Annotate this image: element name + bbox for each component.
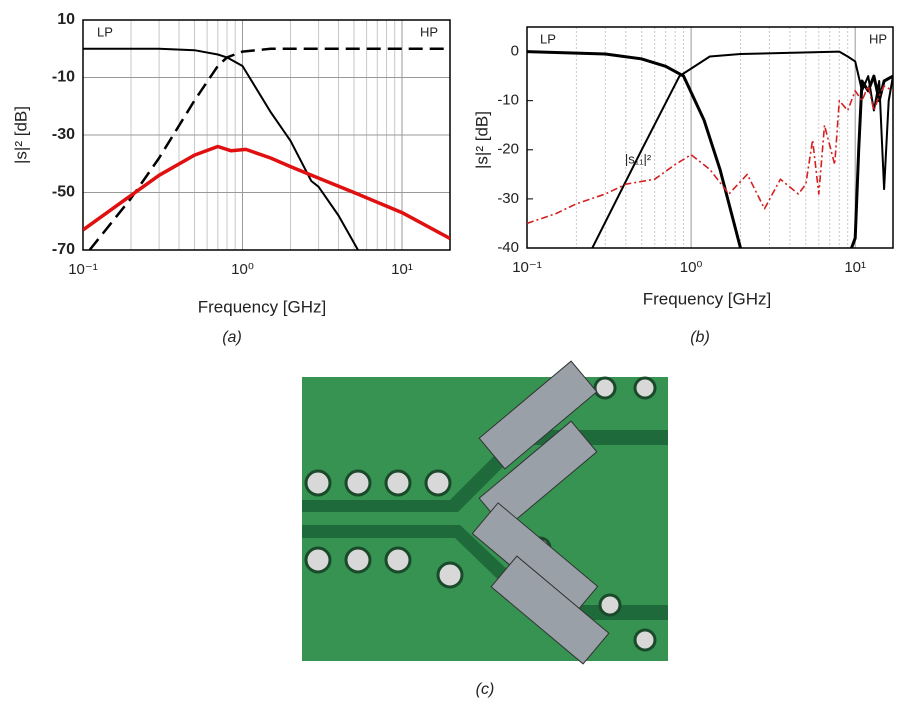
band-label: HP: [420, 24, 438, 39]
x-tick-label: 10⁻¹: [68, 261, 98, 278]
x-tick-label: 10⁰: [231, 261, 254, 278]
caption: (a): [222, 329, 242, 346]
y-tick-label: 10: [57, 11, 75, 28]
pcb-photo: [302, 360, 668, 665]
series-line: [88, 47, 450, 250]
band-label: HP: [869, 31, 887, 46]
y-tick-label: -20: [497, 141, 519, 158]
y-tick-label: -30: [52, 126, 75, 143]
x-tick-label: 10⁰: [680, 259, 703, 276]
y-tick-label: -10: [497, 92, 519, 109]
x-tick-label: 10¹: [391, 261, 413, 278]
x-tick-label: 10¹: [844, 259, 866, 276]
plot-frame: [82, 19, 451, 251]
series-line: [591, 50, 893, 248]
y-tick-label: -50: [52, 184, 75, 201]
x-tick-label: 10⁻¹: [512, 259, 542, 276]
series-line: [83, 144, 450, 241]
chart: 10⁻¹ 10⁰ 10¹ -70 -50 -30 -10 10 LP HP Frequency [G…: [11, 11, 451, 346]
band-label: LP: [540, 31, 556, 46]
y-tick-label: -30: [497, 190, 519, 207]
photo-caption: (c): [476, 681, 495, 698]
y-axis-label: |s|² [dB]: [11, 106, 30, 164]
series-line: [527, 50, 893, 248]
series-line: [527, 85, 893, 225]
caption: (b): [690, 329, 710, 346]
band-label: LP: [97, 24, 113, 39]
y-tick-label: -10: [52, 69, 75, 86]
annotation: |s₁₁|²: [625, 151, 652, 166]
y-tick-label: -70: [52, 241, 75, 258]
series-group: [83, 47, 450, 250]
y-axis-label: |s|² [dB]: [472, 111, 491, 169]
y-tick-label: -40: [497, 239, 519, 256]
x-axis-label: Frequency [GHz]: [643, 289, 772, 308]
series-group: [527, 50, 893, 248]
plot-frame: [526, 26, 894, 249]
y-tick-label: 0: [511, 43, 519, 60]
x-axis-label: Frequency [GHz]: [198, 297, 327, 316]
series-line: [83, 47, 359, 250]
chart: 10⁻¹ 10⁰ 10¹ -40 -30 -20 -10 0 LP HP |s₁₁|² Frequen…: [472, 26, 894, 346]
